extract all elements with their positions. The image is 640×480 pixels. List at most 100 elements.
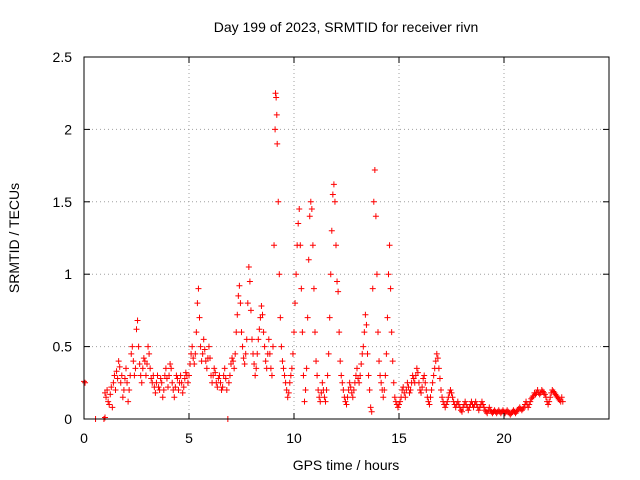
data-point — [438, 387, 444, 394]
data-point — [526, 401, 533, 408]
data-point — [372, 213, 379, 220]
y-tick-label: 1.5 — [53, 194, 73, 210]
data-point — [340, 387, 347, 394]
data-point — [362, 311, 369, 318]
data-point — [223, 387, 230, 394]
data-point — [234, 311, 241, 318]
data-point — [106, 401, 113, 408]
y-tick-label: 1 — [64, 266, 72, 282]
data-point — [344, 394, 351, 401]
data-point — [260, 329, 267, 336]
data-point — [119, 394, 126, 401]
data-point — [192, 350, 199, 357]
data-point — [272, 90, 279, 97]
data-point — [302, 387, 309, 394]
data-point — [373, 271, 380, 278]
data-point — [118, 372, 125, 379]
data-point — [137, 372, 144, 379]
data-point — [241, 360, 248, 367]
data-point — [525, 404, 532, 411]
data-point — [225, 379, 232, 386]
data-point — [376, 358, 383, 365]
data-point — [334, 278, 341, 285]
data-point — [174, 375, 181, 382]
data-point — [268, 372, 275, 379]
data-point — [144, 360, 150, 367]
data-point — [472, 398, 479, 405]
data-point — [253, 365, 260, 372]
y-tick-label: 2 — [64, 121, 72, 137]
data-point — [219, 384, 226, 391]
data-point — [179, 389, 186, 396]
plot-frame — [83, 56, 610, 420]
data-point — [199, 350, 206, 357]
data-point — [442, 404, 449, 411]
data-point — [108, 384, 115, 391]
data-point — [343, 401, 350, 408]
data-point — [287, 372, 294, 379]
data-point — [308, 206, 315, 213]
data-point — [300, 372, 307, 379]
data-point — [301, 398, 308, 405]
data-point — [245, 263, 252, 270]
data-point — [180, 384, 187, 391]
data-point — [280, 365, 287, 372]
data-point — [316, 394, 323, 401]
data-point — [286, 379, 293, 386]
data-point — [481, 404, 488, 411]
data-point — [439, 394, 446, 401]
data-point — [317, 398, 324, 405]
data-point — [218, 387, 225, 394]
data-point — [435, 365, 442, 372]
data-point — [375, 329, 381, 336]
axis-ticks — [83, 56, 609, 420]
data-point — [434, 355, 441, 362]
data-point — [421, 372, 428, 379]
data-point — [178, 379, 185, 386]
data-point — [246, 278, 253, 285]
x-tick-label: 15 — [391, 430, 407, 446]
data-point — [254, 350, 261, 357]
data-point — [221, 365, 228, 372]
data-point — [277, 314, 284, 321]
data-point — [354, 365, 360, 372]
data-point — [389, 358, 396, 365]
data-point — [415, 379, 422, 386]
data-point — [427, 394, 434, 401]
data-point — [193, 329, 200, 336]
data-point — [338, 372, 345, 379]
data-point — [194, 300, 201, 307]
data-point — [336, 329, 343, 336]
data-point — [203, 365, 210, 372]
data-point — [329, 191, 336, 198]
data-point — [262, 358, 269, 365]
data-point — [480, 401, 486, 408]
data-point — [230, 358, 237, 365]
data-point — [304, 314, 311, 321]
data-point — [475, 407, 482, 414]
data-point — [350, 387, 357, 394]
data-point — [347, 384, 354, 391]
data-point — [273, 94, 280, 101]
data-point — [205, 343, 212, 350]
data-point — [486, 404, 493, 411]
data-point — [342, 398, 349, 405]
data-point — [536, 391, 543, 398]
data-point — [298, 285, 305, 292]
data-point — [519, 405, 526, 412]
data-point — [201, 346, 208, 353]
data-point — [259, 311, 266, 318]
data-points — [81, 90, 566, 422]
data-point — [289, 350, 296, 357]
y-tick-label: 0 — [64, 411, 72, 427]
data-point — [116, 363, 123, 370]
data-point — [128, 350, 135, 357]
data-point — [382, 372, 389, 379]
data-point — [444, 398, 451, 405]
data-point — [109, 404, 116, 411]
data-point — [195, 285, 202, 292]
data-point — [306, 213, 313, 220]
data-point — [455, 401, 462, 408]
data-point — [397, 398, 404, 405]
data-point — [420, 375, 427, 382]
